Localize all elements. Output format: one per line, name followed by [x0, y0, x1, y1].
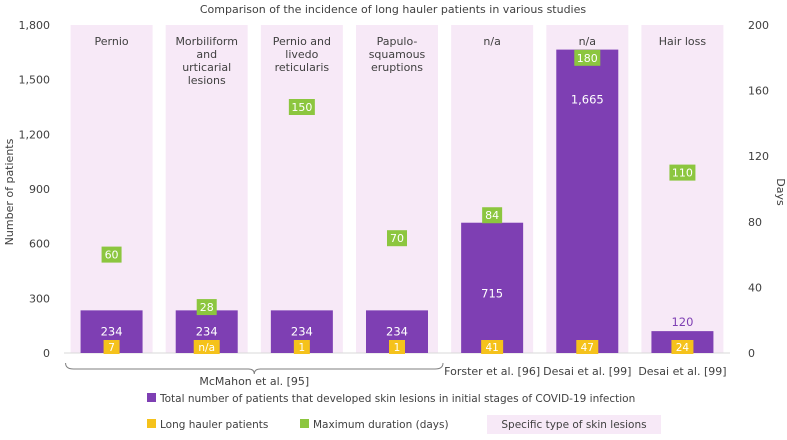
lesion-type-label: n/a [579, 35, 596, 48]
chart-title: Comparison of the incidence of long haul… [200, 3, 587, 16]
marker-max-duration-label: 110 [672, 167, 693, 180]
study-label: Forster et al. [96] [444, 365, 540, 378]
marker-max-duration [288, 99, 315, 115]
marker-long-hauler [671, 340, 694, 354]
bar-total [461, 222, 524, 353]
marker-long-hauler [193, 340, 220, 354]
y-tick-label: 300 [29, 292, 50, 305]
study-label: McMahon et al. [95] [199, 375, 309, 388]
marker-long-hauler [389, 340, 405, 354]
marker-max-duration [387, 230, 407, 247]
lesion-band [165, 25, 248, 353]
lesion-band [260, 25, 343, 353]
lesion-band [641, 25, 724, 353]
legend-swatch-max-duration [300, 419, 309, 428]
legend-swatch-total [147, 393, 156, 402]
bar-total-label: 234 [386, 324, 408, 338]
marker-long-hauler-label: 1 [394, 342, 401, 354]
marker-long-hauler [481, 340, 504, 354]
marker-max-duration-label: 60 [105, 249, 119, 262]
marker-max-duration-label: 180 [577, 52, 598, 65]
lesion-type-label: Hair loss [659, 35, 707, 48]
bar-total-label: 120 [671, 315, 693, 329]
y2-tick-label: 120 [748, 150, 769, 163]
y-axis-right-ticks: 0 40 80 120 160 200 [748, 19, 769, 360]
marker-long-hauler [293, 340, 310, 354]
bar-total-label: 715 [481, 287, 503, 301]
legend-swatch-long-hauler [147, 419, 156, 428]
y2-tick-label: 80 [748, 216, 762, 229]
study-label: Desai et al. [99] [638, 365, 726, 378]
marker-max-duration-label: 70 [390, 232, 404, 245]
lesion-type-label: Morbiliform and urticarial lesions [175, 35, 238, 87]
y-tick-label: 1,200 [19, 128, 51, 141]
marker-max-duration [101, 246, 122, 263]
lesion-type-label: Pernio [95, 35, 129, 48]
bar-total-label: 234 [291, 324, 313, 338]
y-tick-label: 900 [29, 183, 50, 196]
legend-max-duration-label: Maximum duration (days) [313, 419, 449, 431]
lesion-type-label: n/a [483, 35, 500, 48]
bar-total [556, 49, 619, 353]
marker-long-hauler-label: 7 [108, 342, 115, 354]
bar-total-label: 234 [101, 324, 123, 338]
marker-max-duration-label: 28 [200, 301, 214, 314]
legend: Total number of patients that developed … [147, 393, 661, 434]
lesion-type-bands [70, 25, 724, 353]
bar-total-label: 234 [196, 324, 218, 338]
marker-long-hauler-label: 41 [485, 342, 498, 354]
y-axis-left-ticks: 0 300 600 900 1,200 1,500 1,800 [19, 19, 51, 360]
study-label: Desai et al. [99] [543, 365, 631, 378]
marker-max-duration [574, 49, 601, 66]
marker-max-duration [669, 164, 696, 181]
legend-long-hauler-label: Long hauler patients [160, 419, 268, 431]
y-tick-label: 1,500 [19, 74, 51, 87]
y2-tick-label: 0 [748, 347, 755, 360]
lesion-band [356, 25, 438, 353]
marker-long-hauler-label: 47 [581, 342, 594, 354]
bar-series: 234 234 234 234 715 1,665 120 [80, 49, 714, 353]
lesion-band [70, 25, 153, 353]
y2-tick-label: 40 [748, 281, 762, 294]
marker-max-duration [482, 207, 503, 224]
marker-long-hauler-label: 1 [299, 342, 306, 354]
y-axis-label: Number of patients [3, 138, 16, 245]
marker-long-hauler [103, 340, 120, 354]
marker-series: 7 n/a 1 1 41 47 24 60 28 150 70 84 180 110 [101, 49, 696, 354]
study-labels: McMahon et al. [95]Forster et al. [96] De… [65, 362, 727, 388]
y-tick-label: 0 [43, 347, 50, 360]
y2-tick-label: 200 [748, 19, 769, 32]
marker-long-hauler [576, 340, 599, 354]
legend-total-label: Total number of patients that developed … [159, 393, 635, 405]
y2-tick-label: 160 [748, 85, 769, 98]
lesion-type-labels: Pernio Morbiliform and urticarial lesions Per… [95, 35, 707, 87]
marker-long-hauler-label: n/a [198, 342, 215, 354]
lesion-type-label: Papulo-squamous eruptions [369, 35, 426, 74]
y2-axis-label: Days [774, 178, 787, 206]
marker-long-hauler-label: 24 [676, 342, 690, 354]
legend-swatch-skin-type [487, 415, 661, 434]
lesion-type-label: Pernio and livedo reticularis [273, 35, 331, 74]
marker-max-duration-label: 150 [291, 101, 312, 114]
bar-total-label: 1,665 [571, 93, 604, 107]
marker-max-duration-label: 84 [485, 209, 499, 222]
study-group-brace [65, 362, 444, 375]
y-tick-label: 1,800 [19, 19, 51, 32]
y-tick-label: 600 [29, 238, 50, 251]
marker-max-duration [196, 299, 217, 316]
legend-skin-type-label: Specific type of skin lesions [501, 419, 646, 431]
